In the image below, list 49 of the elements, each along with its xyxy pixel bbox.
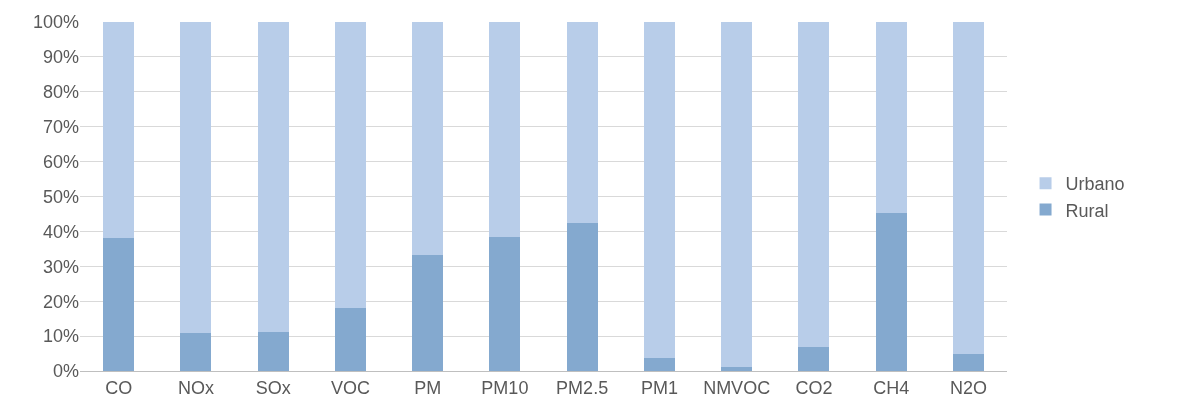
- y-tick-label: 100%: [32, 12, 79, 33]
- legend-label: Rural: [1065, 200, 1109, 221]
- legend-label: Urbano: [1065, 174, 1125, 195]
- x-tick-label: CO2: [795, 377, 833, 398]
- bar: [798, 22, 830, 347]
- bar: [103, 22, 135, 239]
- bar: [412, 22, 444, 255]
- x-tick-label: VOC: [330, 377, 370, 398]
- y-tick-label: 30%: [42, 256, 79, 277]
- x-tick-label: CH4: [873, 377, 910, 398]
- x-tick-label: NMVOC: [703, 377, 771, 398]
- bar: [875, 212, 907, 371]
- bar: [643, 22, 675, 359]
- x-tick-label: NOx: [177, 377, 214, 398]
- bar: [412, 254, 444, 371]
- bar: [875, 22, 907, 213]
- bar: [180, 332, 212, 371]
- x-tick-label: PM2.5: [556, 377, 609, 398]
- bar: [643, 358, 675, 371]
- y-tick-label: 10%: [42, 326, 79, 347]
- x-tick-label: SOx: [255, 377, 291, 398]
- x-tick-label: PM: [414, 377, 442, 398]
- bar: [334, 22, 366, 308]
- bar: [952, 22, 984, 354]
- x-tick-label: PM1: [640, 377, 678, 398]
- bar: [721, 367, 753, 371]
- bar: [489, 22, 521, 237]
- bar: [103, 238, 135, 371]
- bar: [489, 236, 521, 371]
- bar: [180, 22, 212, 333]
- bar: [952, 353, 984, 371]
- y-tick-label: 90%: [42, 47, 79, 68]
- bar: [721, 22, 753, 368]
- y-tick-label: 70%: [42, 117, 79, 137]
- bar: [334, 307, 366, 371]
- x-tick-label: CO: [105, 377, 133, 398]
- y-tick-label: 20%: [42, 291, 79, 312]
- y-tick-label: 80%: [42, 82, 79, 103]
- x-tick-label: PM10: [481, 377, 529, 398]
- bar: [257, 331, 289, 371]
- bar: [566, 22, 598, 224]
- y-tick-label: 50%: [42, 186, 79, 207]
- y-tick-label: 0%: [52, 361, 79, 382]
- bar: [566, 223, 598, 371]
- y-tick-label: 60%: [42, 151, 79, 172]
- y-tick-label: 40%: [42, 221, 79, 242]
- bar: [257, 22, 289, 332]
- x-tick-label: N2O: [949, 377, 987, 398]
- bar: [798, 346, 830, 371]
